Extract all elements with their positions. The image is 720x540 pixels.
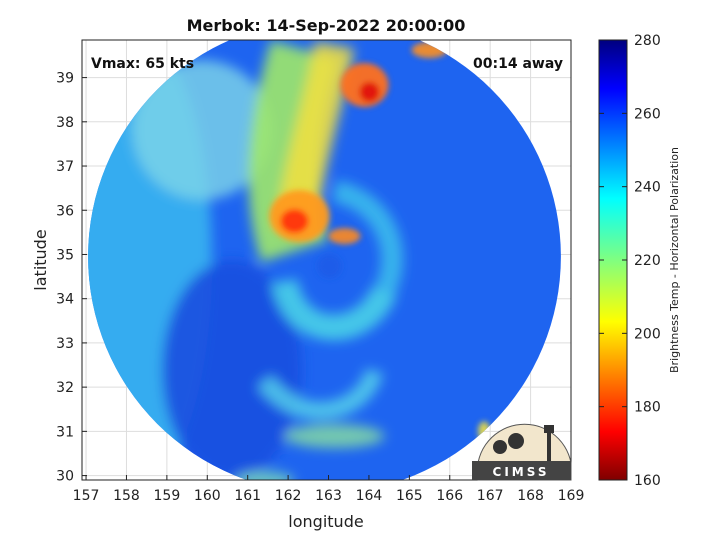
x-axis-ticks: 157 158 159 160 161 162 163 164 165 166 167 168 169 [73, 475, 585, 504]
imagery-spiral-outer [257, 368, 384, 420]
y-tick-label: 39 [56, 71, 74, 87]
imagery-core-east [328, 228, 361, 245]
vmax-annotation: Vmax: 65 kts [91, 56, 194, 72]
x-tick-label: 164 [356, 488, 383, 504]
y-tick-label: 36 [56, 203, 74, 219]
imagery-north-red [359, 82, 380, 102]
y-tick-label: 32 [56, 380, 74, 396]
x-tick-label: 163 [315, 488, 342, 504]
imagery-spiral-east [331, 180, 404, 297]
x-tick-label: 162 [275, 488, 302, 504]
colorbar-tick-label: 180 [634, 400, 661, 416]
time-away-annotation: 00:14 away [473, 56, 563, 72]
x-tick-label: 166 [436, 488, 463, 504]
cimss-logo: CIMSS [472, 423, 572, 481]
y-tick-label: 34 [56, 292, 74, 308]
logo-tower-top [544, 425, 554, 433]
logo-dish-right [508, 433, 524, 449]
chart-title: Merbok: 14-Sep-2022 20:00:00 [187, 16, 466, 35]
logo-tower [547, 433, 551, 463]
y-tick-label: 37 [56, 159, 74, 175]
logo-banner [472, 461, 571, 480]
colorbar-tick-label: 280 [634, 33, 661, 49]
x-tick-label: 159 [154, 488, 181, 504]
x-tick-label: 169 [558, 488, 585, 504]
x-tick-label: 168 [517, 488, 544, 504]
colorbar-ticks: 160 180 200 220 240 260 280 [599, 33, 661, 489]
y-tick-label: 38 [56, 115, 74, 131]
imagery-south-patch [284, 424, 385, 449]
imagery-eye [317, 254, 342, 279]
x-tick-label: 165 [396, 488, 423, 504]
colorbar-tick-label: 240 [634, 180, 661, 196]
axes-frame [81, 39, 572, 481]
imagery-core-red [280, 209, 309, 234]
colorbar-tick-label: 200 [634, 326, 661, 342]
logo-text: CIMSS [493, 465, 550, 479]
colorbar-tick-label: 260 [634, 106, 661, 122]
x-tick-label: 157 [73, 488, 100, 504]
x-axis-label: longitude [288, 512, 363, 531]
logo-dish-left [493, 440, 507, 454]
imagery-sw-region [162, 260, 302, 480]
x-tick-label: 158 [113, 488, 140, 504]
x-tick-label: 167 [477, 488, 504, 504]
colorbar-label: Brightness Temp - Horizontal Polarizatio… [668, 147, 681, 373]
imagery-nw-region [132, 60, 272, 200]
y-axis-ticks: 30 31 32 33 34 35 36 37 38 39 [56, 71, 87, 485]
y-tick-label: 33 [56, 336, 74, 352]
y-tick-label: 35 [56, 247, 74, 263]
y-axis-label: latitude [31, 229, 50, 290]
x-tick-label: 160 [194, 488, 221, 504]
imagery-south-patch-2 [234, 471, 295, 480]
imagery-spiral-south [271, 278, 397, 341]
x-tick-label: 161 [234, 488, 261, 504]
colorbar-tick-label: 220 [634, 253, 661, 269]
y-tick-label: 30 [56, 469, 74, 485]
y-tick-label: 31 [56, 424, 74, 440]
colorbar-tick-label: 160 [634, 473, 661, 489]
